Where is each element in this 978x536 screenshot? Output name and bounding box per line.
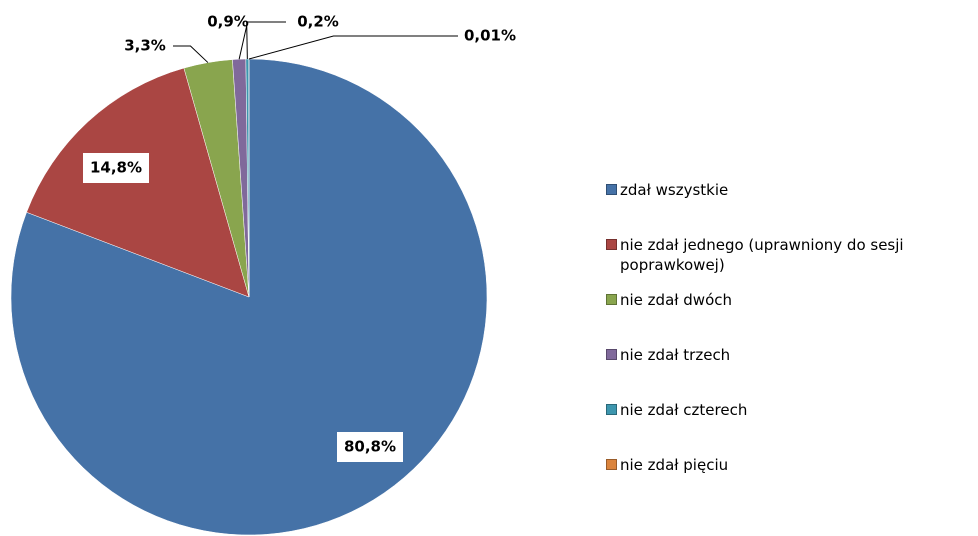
legend-label: nie zdał jednego (uprawniony do sesji po… bbox=[620, 236, 904, 274]
label-box bbox=[337, 432, 403, 462]
legend-label: nie zdał trzech bbox=[620, 346, 731, 364]
data-label: 0,01% bbox=[464, 27, 516, 45]
leader-line bbox=[173, 45, 209, 63]
data-label: 0,9% bbox=[207, 13, 249, 31]
data-label: 80,8% bbox=[344, 438, 396, 456]
data-label: 0,2% bbox=[297, 13, 339, 31]
legend-item: nie zdał pięciu bbox=[606, 455, 976, 475]
legend-label: nie zdał pięciu bbox=[620, 456, 729, 474]
legend-item: nie zdał dwóch bbox=[606, 290, 976, 310]
legend-swatch bbox=[606, 459, 617, 470]
legend-item: zdał wszystkie bbox=[606, 180, 976, 200]
data-label: 14,8% bbox=[90, 159, 142, 177]
data-label: 3,3% bbox=[124, 37, 166, 55]
legend-label: nie zdał czterech bbox=[620, 401, 748, 419]
label-box bbox=[83, 153, 149, 183]
legend-label: nie zdał dwóch bbox=[620, 291, 733, 309]
legend-item: nie zdał czterech bbox=[606, 400, 976, 420]
legend-label: zdał wszystkie bbox=[620, 181, 729, 199]
legend-swatch bbox=[606, 349, 617, 360]
legend-swatch bbox=[606, 239, 617, 250]
legend-swatch bbox=[606, 294, 617, 305]
leader-line bbox=[248, 35, 458, 60]
legend-swatch bbox=[606, 404, 617, 415]
legend-swatch bbox=[606, 184, 617, 195]
legend-item: nie zdał jednego (uprawniony do sesji po… bbox=[606, 235, 976, 275]
leader-line bbox=[246, 21, 286, 60]
legend-item: nie zdał trzech bbox=[606, 345, 976, 365]
